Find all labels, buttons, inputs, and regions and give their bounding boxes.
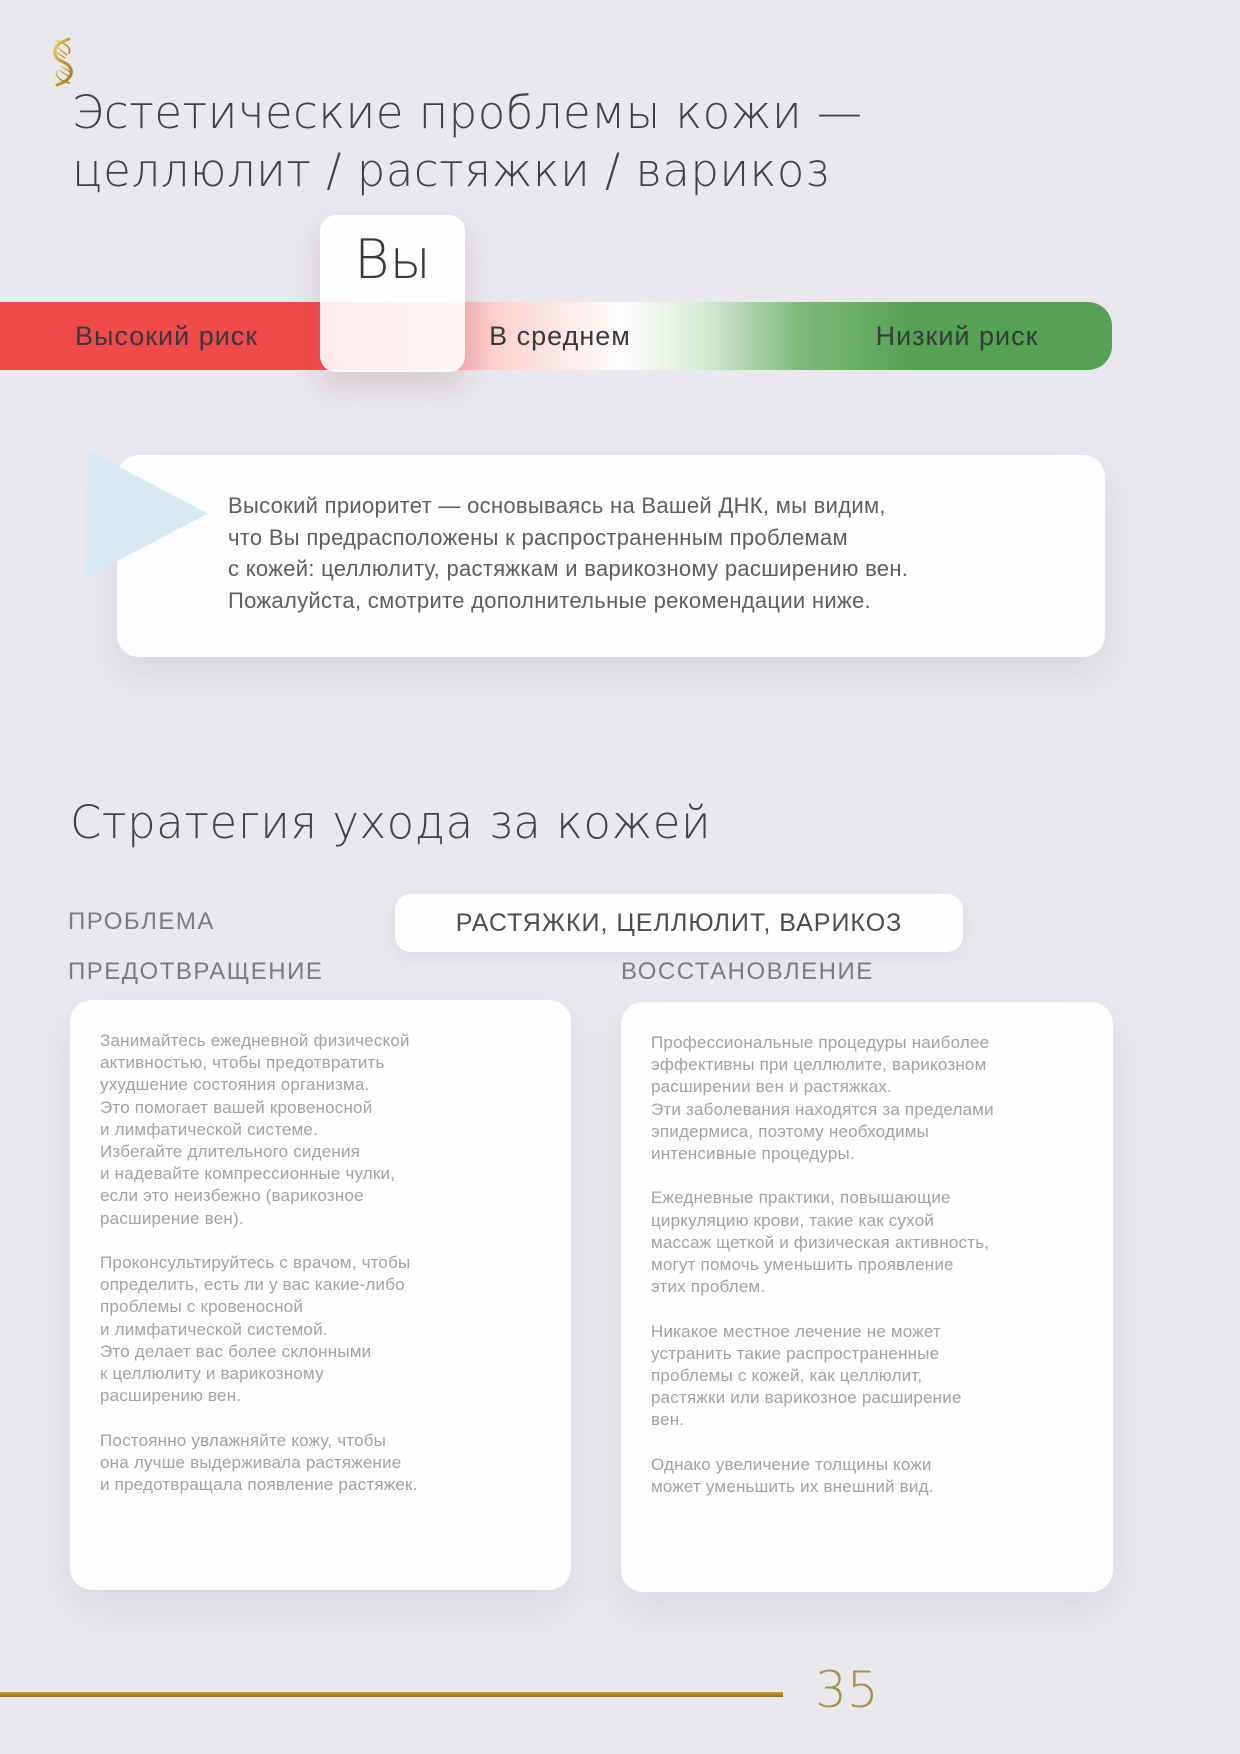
you-marker-label: Вы xyxy=(354,228,431,291)
problem-value-text: РАСТЯЖКИ, ЦЕЛЛЮЛИТ, ВАРИКОЗ xyxy=(455,909,903,937)
risk-label-low: Низкий риск xyxy=(875,321,1039,351)
priority-note-card xyxy=(117,455,1105,657)
problem-value-pill: РАСТЯЖКИ, ЦЕЛЛЮЛИТ, ВАРИКОЗ xyxy=(395,894,963,952)
page-number: 35 xyxy=(815,1661,879,1719)
recovery-card-text: Профессиональные процедуры наиболее эффе… xyxy=(651,1033,994,1497)
priority-note-text: Высокий приоритет — основываясь на Вашей… xyxy=(228,493,909,613)
recovery-card: Профессиональные процедуры наиболее эффе… xyxy=(621,1002,1113,1592)
risk-label-high: Высокий риск xyxy=(75,321,259,351)
you-marker: Вы xyxy=(320,215,465,372)
prevention-card: Занимайтесь ежедневной физической активн… xyxy=(70,1000,571,1590)
prevention-card-text: Занимайтесь ежедневной физической активн… xyxy=(100,1031,418,1495)
page-title: Эстетические проблемы кожи — целлюлит / … xyxy=(72,86,863,197)
section-title: Стратегия ухода за кожей xyxy=(70,796,712,849)
footer-rule xyxy=(0,1692,783,1697)
column-header-prevention: ПРЕДОТВРАЩЕНИЕ xyxy=(68,958,324,985)
risk-label-medium: В среднем xyxy=(489,321,631,351)
problem-label: ПРОБЛЕМА xyxy=(68,908,215,935)
column-header-recovery: ВОССТАНОВЛЕНИЕ xyxy=(621,958,874,985)
risk-gradient-bar xyxy=(0,302,1112,370)
dna-logo-icon xyxy=(53,37,73,87)
